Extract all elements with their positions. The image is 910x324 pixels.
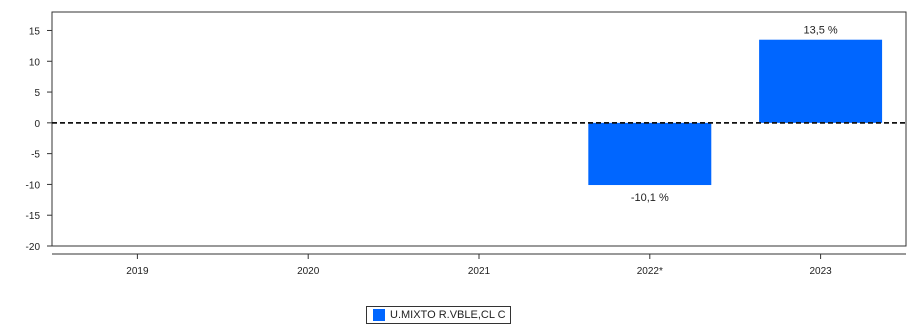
y-tick-label: 0 <box>34 119 40 130</box>
x-tick-label: 2023 <box>809 266 832 277</box>
x-axis: 2019 2020 2021 2022* 2023 <box>52 253 906 277</box>
y-axis: 15 10 5 0 -5 -10 -15 -20 <box>26 26 52 253</box>
bar <box>588 122 712 186</box>
y-tick-label: -10 <box>26 180 41 191</box>
y-tick-label: 15 <box>29 26 41 37</box>
bar-value-label: -10,1 % <box>631 192 669 204</box>
legend: U.MIXTO R.VBLE,CL C <box>366 306 511 324</box>
y-tick-label: -20 <box>26 242 41 253</box>
legend-label: U.MIXTO R.VBLE,CL C <box>390 309 506 321</box>
x-tick-label: 2021 <box>468 266 491 277</box>
bar <box>759 39 883 123</box>
data-labels: -10,1 % 13,5 % <box>631 25 838 204</box>
plot-frame <box>51 11 907 247</box>
y-tick-label: 5 <box>34 88 40 99</box>
x-tick-label: 2019 <box>126 266 149 277</box>
x-tick-label: 2022* <box>637 266 663 277</box>
y-tick-label: -5 <box>31 150 40 161</box>
legend-swatch <box>373 309 385 321</box>
bar-series <box>588 39 883 186</box>
bar-value-label: 13,5 % <box>803 25 837 37</box>
y-tick-label: 10 <box>29 57 41 68</box>
y-tick-label: -15 <box>26 211 41 222</box>
x-tick-label: 2020 <box>297 266 320 277</box>
